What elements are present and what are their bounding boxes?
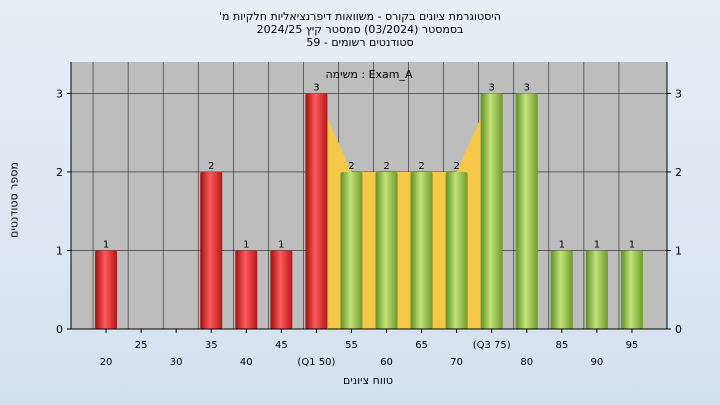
bar-value-label: 1 xyxy=(103,239,109,250)
x-tick-label: 95 xyxy=(626,340,639,351)
axes: 0 0 1 1 2 2 3 3 20 25 30 35 40 45 (Q1 50) 55 60 65 70 (Q3 7… xyxy=(56,62,682,368)
y-tick-label-left: 3 xyxy=(56,87,63,100)
bar-60 xyxy=(375,171,398,329)
bar-85 xyxy=(550,250,573,329)
y-tick-label-left: 0 xyxy=(56,323,63,336)
bar-70 xyxy=(445,171,468,329)
y-tick-label-right: 2 xyxy=(675,166,682,179)
bar-value-label: 1 xyxy=(243,239,249,250)
chart-title-line-3: סטודנטים רשומים - 59 xyxy=(306,36,414,49)
bar-20 xyxy=(95,250,118,329)
bar-value-label: 2 xyxy=(453,161,459,172)
bar-50 xyxy=(305,93,328,329)
x-tick-label: 25 xyxy=(135,340,148,351)
bar-value-label: 3 xyxy=(313,82,319,93)
chart-title-line-1: 'היסטוגרמת ציונים בקורס - משוואות דיפרנצ… xyxy=(219,10,501,23)
bars xyxy=(95,93,643,329)
chart-title-line-2: בסמסטר (03/2024) סמסטר קיץ 2024/25 xyxy=(256,23,464,36)
bar-95 xyxy=(620,250,643,329)
x-tick-label: 20 xyxy=(100,357,113,368)
chart-subtitle: משימה : Exam_A xyxy=(325,68,413,81)
x-tick-label: (Q3 75) xyxy=(473,340,511,351)
bar-45 xyxy=(270,250,293,329)
x-tick-label: 55 xyxy=(345,340,358,351)
x-tick-label: 35 xyxy=(205,340,218,351)
bar-value-label: 2 xyxy=(418,161,424,172)
bar-35 xyxy=(200,171,223,329)
x-tick-label: 85 xyxy=(555,340,568,351)
y-axis-title: מספר סטודנטים xyxy=(7,162,21,238)
bar-90 xyxy=(585,250,608,329)
x-tick-label: 30 xyxy=(170,357,183,368)
y-tick-label-right: 1 xyxy=(675,244,682,257)
bar-value-label: 1 xyxy=(594,239,600,250)
x-tick-label: 65 xyxy=(415,340,428,351)
x-tick-label: (Q1 50) xyxy=(297,357,335,368)
bar-80 xyxy=(515,93,538,329)
x-tick-label: 80 xyxy=(520,357,533,368)
bar-value-label: 2 xyxy=(348,161,354,172)
x-tick-label: 40 xyxy=(240,357,253,368)
y-tick-label-left: 1 xyxy=(56,244,63,257)
bar-value-label: 2 xyxy=(383,161,389,172)
x-tick-label: 45 xyxy=(275,340,288,351)
bar-55 xyxy=(340,171,363,329)
bar-value-label: 2 xyxy=(208,161,214,172)
bar-value-label: 3 xyxy=(489,82,495,93)
y-tick-label-left: 2 xyxy=(56,166,63,179)
bar-value-label: 1 xyxy=(629,239,635,250)
y-tick-label-right: 0 xyxy=(675,323,682,336)
bar-value-labels: 1 2 1 1 3 2 2 2 2 3 3 1 1 1 xyxy=(103,82,635,250)
x-tick-label: 60 xyxy=(380,357,393,368)
bar-value-label: 1 xyxy=(278,239,284,250)
x-tick-label: 90 xyxy=(591,357,604,368)
bar-value-label: 1 xyxy=(559,239,565,250)
bar-65 xyxy=(410,171,433,329)
bar-value-label: 3 xyxy=(524,82,530,93)
x-axis-title: טווח ציונים xyxy=(343,374,393,387)
bar-75 xyxy=(480,93,503,329)
y-tick-label-right: 3 xyxy=(675,87,682,100)
x-tick-label: 70 xyxy=(450,357,463,368)
bar-40 xyxy=(235,250,258,329)
